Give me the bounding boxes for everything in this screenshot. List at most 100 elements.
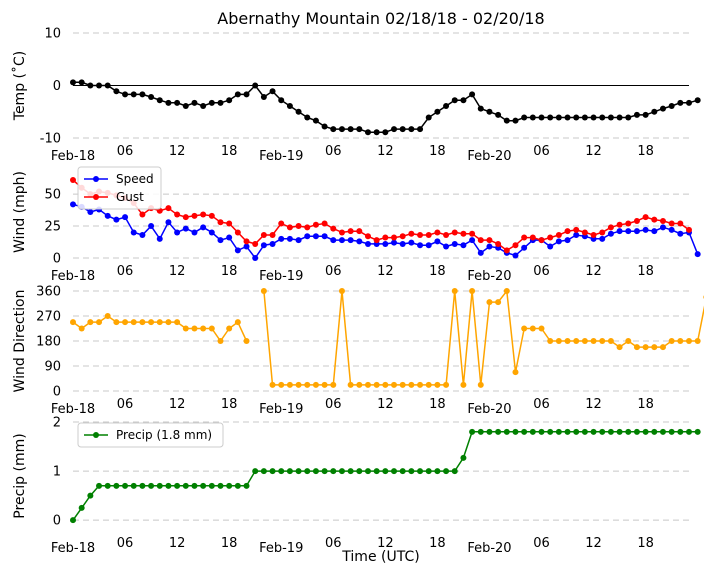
x-tick-label: 06 [325,397,342,412]
data-point [547,338,554,344]
data-point [651,216,658,223]
data-point [434,108,441,115]
data-point [469,230,476,237]
data-point [174,482,181,489]
data-point [399,468,406,475]
x-tick-label: 18 [637,536,654,551]
data-point [200,325,207,332]
data-point [304,468,311,475]
y-tick-label: 0 [53,385,61,400]
x-tick-label: 12 [169,264,186,279]
data-point [547,114,554,121]
data-point [330,237,337,244]
x-tick-label: Feb-20 [467,269,511,284]
x-tick-label: 18 [429,144,446,159]
data-point [252,468,259,475]
series-wind-1 [70,177,692,254]
data-point [564,428,571,435]
data-point [226,482,233,489]
data-point [165,99,172,106]
data-point [391,381,398,388]
data-point [443,243,450,250]
data-point [295,108,302,115]
data-point [382,381,389,388]
data-point [243,91,250,98]
data-point [434,238,441,245]
data-point [521,325,528,332]
data-point [694,428,701,435]
data-point [96,482,103,489]
data-point [460,230,467,237]
data-point [694,251,701,258]
data-point [677,230,684,237]
data-point [417,232,424,238]
x-tick-label: 06 [325,144,342,159]
data-point [338,229,345,236]
data-point [512,117,519,124]
data-point [625,428,632,435]
data-point [477,237,484,244]
data-point [226,325,233,332]
data-point [130,482,137,489]
data-point [139,232,146,238]
data-point [521,428,528,435]
data-point [651,108,658,115]
data-point [538,237,545,244]
x-tick-label: 12 [169,536,186,551]
data-point [425,468,432,475]
data-point [616,114,623,121]
data-point [651,428,658,435]
x-tick-label: 18 [221,144,238,159]
data-point [616,221,623,228]
data-point [87,319,94,326]
data-point [677,220,684,227]
data-point [616,344,623,351]
x-tick-label: Feb-18 [51,269,95,284]
data-point [417,126,424,133]
x-tick-label: Feb-18 [51,402,95,417]
data-point [304,381,311,388]
data-point [182,325,189,332]
data-point [87,82,94,89]
data-point [156,482,163,489]
x-tick-label: 18 [429,264,446,279]
data-point [156,97,163,104]
data-point [278,97,285,104]
data-point [364,468,371,475]
data-point [486,243,493,250]
data-point [633,428,640,435]
data-point [347,126,354,133]
data-point [113,482,120,489]
data-point [217,99,224,106]
data-point [668,226,675,233]
data-point [122,214,129,221]
data-point [686,99,692,106]
series-line [72,289,704,386]
data-point [373,129,380,136]
data-point [113,88,120,95]
data-point [408,126,415,133]
data-point [399,233,406,240]
data-point [555,232,562,238]
data-point [200,211,207,218]
data-point [625,114,632,121]
legend-wind: Speed Gust [77,166,162,210]
data-point [304,224,311,231]
data-point [677,99,684,106]
data-point [477,249,484,256]
data-point [356,381,363,388]
legend-swatch-marker [93,176,99,182]
data-point [321,233,328,240]
data-point [408,468,415,475]
data-point [208,482,215,489]
legend-precip: Precip (1.8 mm) [77,422,224,448]
y-tick-label: 50 [44,188,61,203]
data-point [686,226,692,233]
data-point [443,381,450,388]
data-point [599,114,606,121]
data-point [174,229,181,236]
data-point [573,428,580,435]
data-point [686,338,692,344]
data-point [616,428,623,435]
data-point [503,428,510,435]
